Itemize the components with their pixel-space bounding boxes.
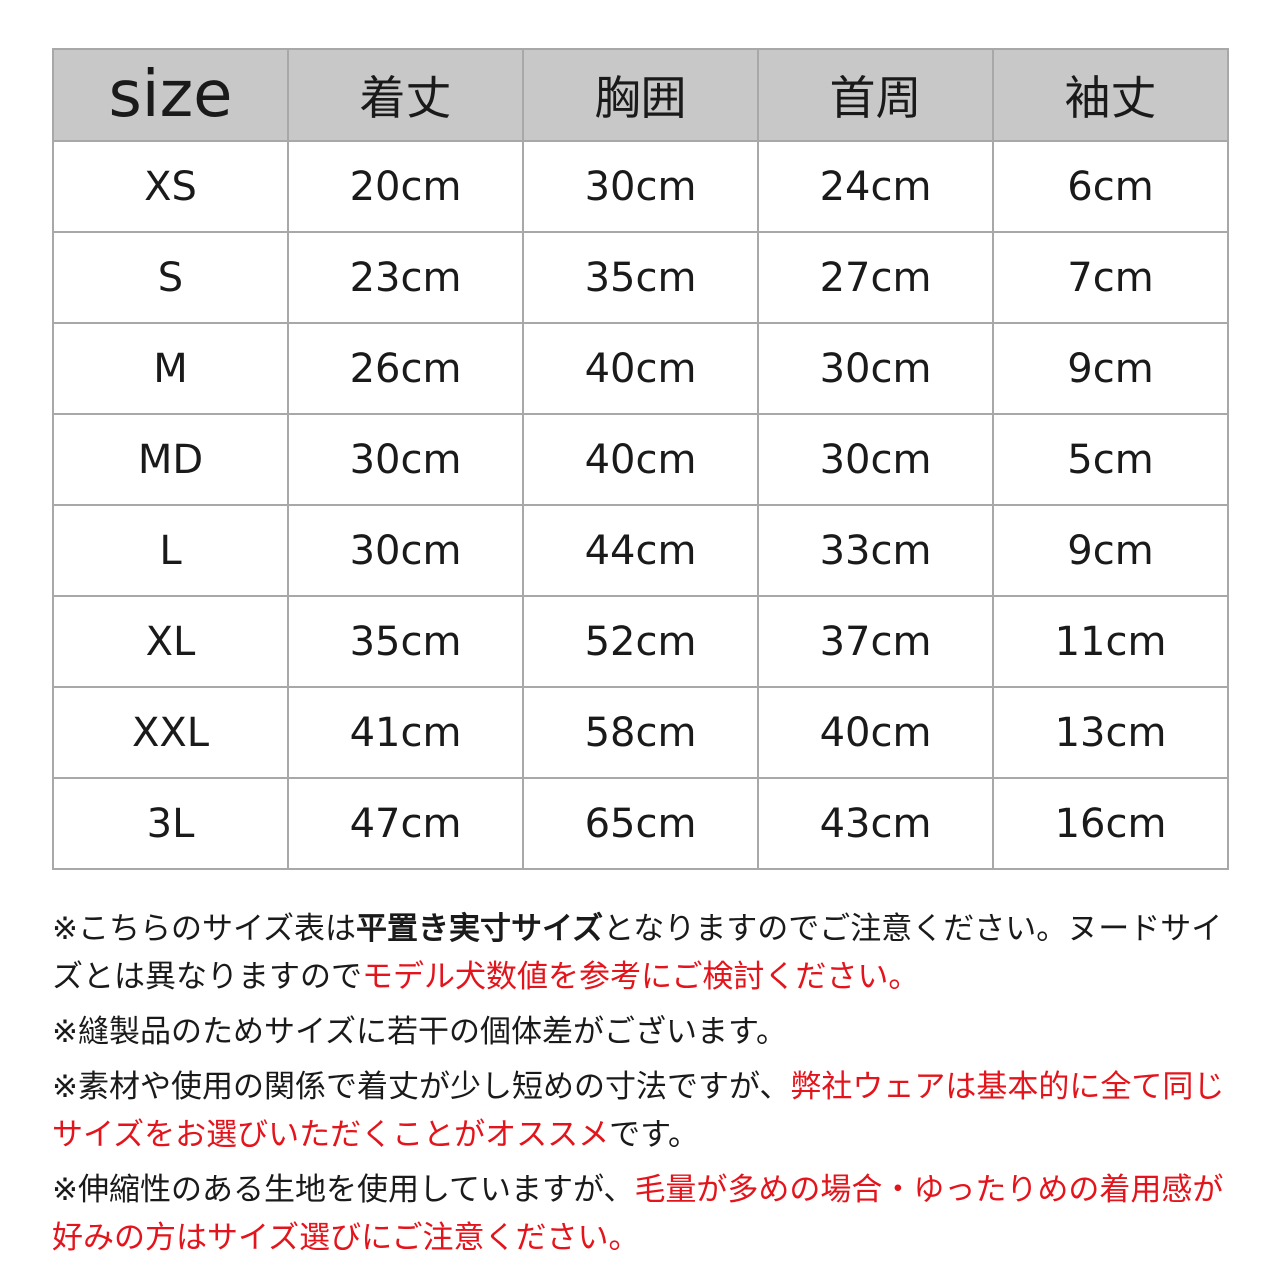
table-cell: 5cm	[992, 413, 1229, 506]
header-cell: size	[52, 48, 289, 142]
table-cell: 52cm	[522, 595, 759, 688]
note-text: 毛量が多めの場合・ゆったりめの着用感が好みの方はサイズ選びにご注意ください。	[52, 1172, 1224, 1256]
table-cell: 7cm	[992, 231, 1229, 324]
table-cell: 3L	[52, 777, 289, 870]
table-cell: 23cm	[287, 231, 524, 324]
table-cell: 30cm	[287, 504, 524, 597]
note-text: 平置き実寸サイズ	[356, 911, 604, 947]
table-cell: XS	[52, 140, 289, 233]
table-cell: 6cm	[992, 140, 1229, 233]
table-cell: XL	[52, 595, 289, 688]
table-cell: MD	[52, 413, 289, 506]
table-cell: 24cm	[757, 140, 994, 233]
note: ※こちらのサイズ表は平置き実寸サイズとなりますのでご注意ください。ヌードサイズと…	[52, 905, 1242, 1001]
table-cell: 9cm	[992, 504, 1229, 597]
note: ※素材や使用の関係で着丈が少し短めの寸法ですが、弊社ウェアは基本的に全て同じサイ…	[52, 1063, 1242, 1159]
table-cell: 30cm	[757, 322, 994, 415]
header-cell: 首周	[757, 48, 994, 142]
table-row: XS 20cm 30cm 24cm 6cm	[52, 140, 1229, 233]
table-cell: 35cm	[287, 595, 524, 688]
table-row: XXL 41cm 58cm 40cm 13cm	[52, 686, 1229, 779]
table-cell: 30cm	[287, 413, 524, 506]
table-cell: XXL	[52, 686, 289, 779]
table-cell: 47cm	[287, 777, 524, 870]
table-row: S 23cm 35cm 27cm 7cm	[52, 231, 1229, 324]
table-cell: 40cm	[522, 413, 759, 506]
table-cell: 11cm	[992, 595, 1229, 688]
table-cell: 35cm	[522, 231, 759, 324]
table-cell: 43cm	[757, 777, 994, 870]
table-row: L 30cm 44cm 33cm 9cm	[52, 504, 1229, 597]
table-cell: 9cm	[992, 322, 1229, 415]
table-cell: L	[52, 504, 289, 597]
size-table: size 着丈 胸囲 首周 袖丈 XS 20cm 30cm 24cm 6cm S 23cm 35cm 27…	[52, 48, 1229, 870]
table-cell: 20cm	[287, 140, 524, 233]
header-cell: 袖丈	[992, 48, 1229, 142]
table-row: M 26cm 40cm 30cm 9cm	[52, 322, 1229, 415]
header-row: size 着丈 胸囲 首周 袖丈	[52, 48, 1229, 142]
header-cell: 胸囲	[522, 48, 759, 142]
table-cell: 58cm	[522, 686, 759, 779]
note-text: ※縫製品のためサイズに若干の個体差がございます。	[52, 1014, 787, 1050]
table-row: XL 35cm 52cm 37cm 11cm	[52, 595, 1229, 688]
table-row: MD 30cm 40cm 30cm 5cm	[52, 413, 1229, 506]
table-cell: 40cm	[757, 686, 994, 779]
note-text: ※こちらのサイズ表は	[52, 911, 357, 947]
header-cell: 着丈	[287, 48, 524, 142]
table-cell: M	[52, 322, 289, 415]
table-cell: 30cm	[522, 140, 759, 233]
table-cell: 40cm	[522, 322, 759, 415]
note-text: となりますのでご注意ください。ヌードサイズとは異なりますので	[52, 911, 1223, 995]
table-cell: 30cm	[757, 413, 994, 506]
notes: ※こちらのサイズ表は平置き実寸サイズとなりますのでご注意ください。ヌードサイズと…	[52, 905, 1242, 1269]
table-cell: 65cm	[522, 777, 759, 870]
note-text: 弊社ウェアは基本的に全て同じサイズをお選びいただくことがオススメ	[52, 1069, 1225, 1153]
table-cell: 44cm	[522, 504, 759, 597]
table-cell: S	[52, 231, 289, 324]
table-cell: 13cm	[992, 686, 1229, 779]
note-text: ※素材や使用の関係で着丈が少し短めの寸法ですが、	[52, 1069, 791, 1105]
note-text: です。	[609, 1117, 699, 1153]
table-row: 3L 47cm 65cm 43cm 16cm	[52, 777, 1229, 870]
note: ※縫製品のためサイズに若干の個体差がございます。	[52, 1008, 1242, 1056]
note: ※伸縮性のある生地を使用していますが、毛量が多めの場合・ゆったりめの着用感が好み…	[52, 1166, 1242, 1262]
note-text: ※伸縮性のある生地を使用していますが、	[52, 1172, 635, 1208]
table-cell: 27cm	[757, 231, 994, 324]
table-cell: 33cm	[757, 504, 994, 597]
table-cell: 16cm	[992, 777, 1229, 870]
note-text: モデル犬数値を参考にご検討ください。	[362, 959, 920, 995]
table-cell: 26cm	[287, 322, 524, 415]
table-cell: 41cm	[287, 686, 524, 779]
table-cell: 37cm	[757, 595, 994, 688]
